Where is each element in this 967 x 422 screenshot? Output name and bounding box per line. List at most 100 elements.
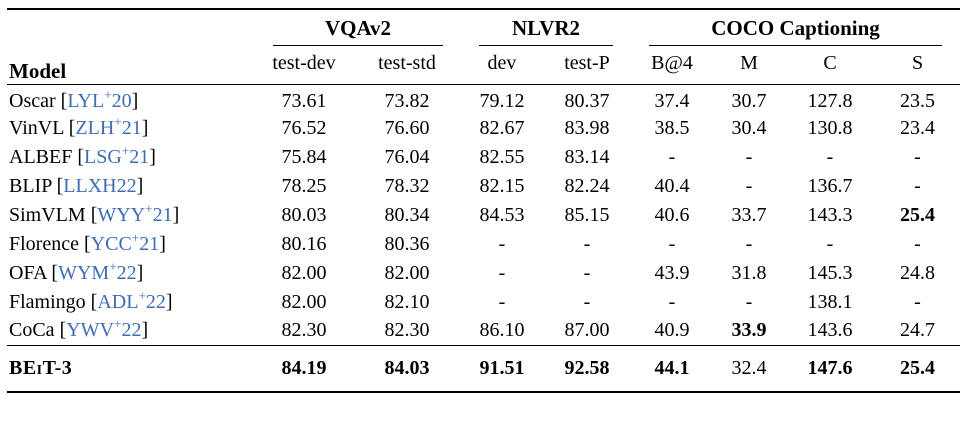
model-cell: Flamingo [ADL+22] bbox=[9, 287, 173, 313]
table-row: Oscar [LYL+20] 73.61 73.82 79.12 80.37 37.4 30… bbox=[7, 85, 960, 114]
value-cell: 136.7 bbox=[807, 174, 853, 197]
column-header-test-p: test-P bbox=[543, 46, 631, 85]
value-cell: 82.15 bbox=[479, 174, 525, 197]
results-table: Model VQAv2 NLVR2 COCO Captioning test-d… bbox=[7, 8, 960, 393]
model-name: VinVL bbox=[9, 116, 64, 139]
value-cell: 37.4 bbox=[654, 90, 690, 113]
model-cell: ALBEF [LSG+21] bbox=[9, 142, 156, 168]
value-cell: - bbox=[498, 232, 506, 255]
column-header-dev: dev bbox=[461, 46, 543, 85]
citation-link[interactable]: WYY+21 bbox=[97, 200, 173, 226]
value-cell: 23.4 bbox=[900, 116, 935, 139]
column-group-vqav2: VQAv2 bbox=[255, 9, 461, 46]
value-cell: 33.9 bbox=[731, 319, 767, 342]
value-cell: 40.9 bbox=[654, 319, 690, 342]
value-cell: 84.19 bbox=[255, 345, 353, 392]
column-header-s: S bbox=[875, 46, 960, 85]
model-column-header: Model bbox=[7, 9, 255, 85]
value-cell: 25.4 bbox=[900, 203, 935, 226]
value-cell: 82.10 bbox=[384, 290, 430, 313]
column-group-coco-captioning: COCO Captioning bbox=[631, 9, 960, 46]
citation-superscript-plus: + bbox=[114, 113, 122, 129]
column-group-nlvr2: NLVR2 bbox=[461, 9, 631, 46]
value-cell: - bbox=[914, 174, 921, 197]
value-cell: 83.98 bbox=[564, 116, 610, 139]
model-cell: Oscar [LYL+20] bbox=[9, 87, 139, 113]
citation-link[interactable]: WYM+22 bbox=[58, 258, 137, 284]
value-cell: - bbox=[826, 232, 834, 255]
value-cell: 80.03 bbox=[281, 203, 327, 226]
value-cell: 84.03 bbox=[353, 345, 461, 392]
model-name: BLIP bbox=[9, 174, 52, 197]
model-name: Flamingo bbox=[9, 290, 86, 313]
value-cell: 82.00 bbox=[281, 290, 327, 313]
value-cell: 82.55 bbox=[479, 145, 525, 168]
table-row: Florence [YCC+21] 80.16 80.36 - - - - - - bbox=[7, 230, 960, 259]
value-cell: 85.15 bbox=[564, 203, 610, 226]
citation-link[interactable]: LLXH22 bbox=[63, 174, 137, 197]
value-cell: 92.58 bbox=[543, 345, 631, 392]
value-cell: 80.34 bbox=[384, 203, 430, 226]
table-row: CoCa [YWV+22] 82.30 82.30 86.10 87.00 40.9 33.… bbox=[7, 317, 960, 346]
beit3-result-row: BEiT-3 84.19 84.03 91.51 92.58 44.1 32.4 147.6 2… bbox=[7, 345, 960, 392]
citation-superscript-plus: + bbox=[104, 87, 112, 103]
group-label-vqav2: VQAv2 bbox=[273, 16, 443, 46]
value-cell: 32.4 bbox=[713, 345, 785, 392]
column-header-c: C bbox=[785, 46, 875, 85]
column-header-b4: B@4 bbox=[631, 46, 713, 85]
model-cell: CoCa [YWV+22] bbox=[9, 316, 149, 342]
value-cell: 80.37 bbox=[564, 90, 610, 113]
value-cell: - bbox=[745, 290, 753, 313]
value-cell: - bbox=[745, 232, 753, 255]
value-cell: - bbox=[668, 290, 676, 313]
value-cell: 33.7 bbox=[731, 203, 767, 226]
citation-superscript-plus: + bbox=[109, 258, 117, 274]
model-name: ALBEF bbox=[9, 145, 73, 168]
table-row: VinVL [ZLH+21] 76.52 76.60 82.67 83.98 38.5 30… bbox=[7, 114, 960, 143]
value-cell: 145.3 bbox=[807, 261, 853, 284]
value-cell: 82.00 bbox=[384, 261, 430, 284]
table-row: OFA [WYM+22] 82.00 82.00 - - 43.9 31.8 145.3 24.… bbox=[7, 259, 960, 288]
value-cell: - bbox=[745, 174, 753, 197]
citation-link[interactable]: ZLH+21 bbox=[75, 113, 142, 139]
value-cell: 44.1 bbox=[631, 345, 713, 392]
value-cell: - bbox=[498, 261, 506, 284]
table-row: BLIP [LLXH22] 78.25 78.32 82.15 82.24 40.4 - 13… bbox=[7, 172, 960, 201]
citation-link[interactable]: LSG+21 bbox=[84, 142, 150, 168]
model-name: SimVLM bbox=[9, 203, 86, 226]
value-cell: 82.30 bbox=[384, 319, 430, 342]
column-header-m: M bbox=[713, 46, 785, 85]
table-row: SimVLM [WYY+21] 80.03 80.34 84.53 85.15 40.6 3… bbox=[7, 201, 960, 230]
value-cell: 76.52 bbox=[281, 116, 327, 139]
model-name: CoCa bbox=[9, 319, 55, 342]
value-cell: 24.7 bbox=[900, 319, 935, 342]
model-cell: BLIP [LLXH22] bbox=[9, 174, 144, 197]
citation-link[interactable]: LYL+20 bbox=[67, 87, 132, 113]
value-cell: - bbox=[826, 145, 834, 168]
table-body: Oscar [LYL+20] 73.61 73.82 79.12 80.37 37.4 30… bbox=[7, 85, 960, 392]
group-label-nlvr2: NLVR2 bbox=[479, 16, 613, 46]
model-cell: BEiT-3 bbox=[7, 345, 255, 392]
value-cell: 76.04 bbox=[384, 145, 430, 168]
value-cell: 83.14 bbox=[564, 145, 610, 168]
value-cell: 143.6 bbox=[807, 319, 853, 342]
value-cell: 40.6 bbox=[654, 203, 690, 226]
value-cell: 147.6 bbox=[785, 345, 875, 392]
value-cell: - bbox=[583, 261, 591, 284]
model-name: Florence bbox=[9, 232, 79, 255]
table-row: ALBEF [LSG+21] 75.84 76.04 82.55 83.14 - - - - bbox=[7, 143, 960, 172]
value-cell: 82.67 bbox=[479, 116, 525, 139]
value-cell: 80.16 bbox=[281, 232, 327, 255]
table-row: Flamingo [ADL+22] 82.00 82.10 - - - - 138.1 - bbox=[7, 288, 960, 317]
value-cell: 30.7 bbox=[731, 90, 767, 113]
value-cell: - bbox=[498, 290, 506, 313]
citation-link[interactable]: YCC+21 bbox=[90, 229, 160, 255]
value-cell: 38.5 bbox=[654, 116, 690, 139]
value-cell: 91.51 bbox=[461, 345, 543, 392]
value-cell: 138.1 bbox=[807, 290, 853, 313]
subheader-row: test-dev test-std dev test-P B@4 M C S bbox=[7, 46, 960, 85]
citation-link[interactable]: ADL+22 bbox=[97, 287, 166, 313]
value-cell: 30.4 bbox=[731, 116, 767, 139]
value-cell: 24.8 bbox=[900, 261, 935, 284]
citation-link[interactable]: YWV+22 bbox=[66, 316, 142, 342]
